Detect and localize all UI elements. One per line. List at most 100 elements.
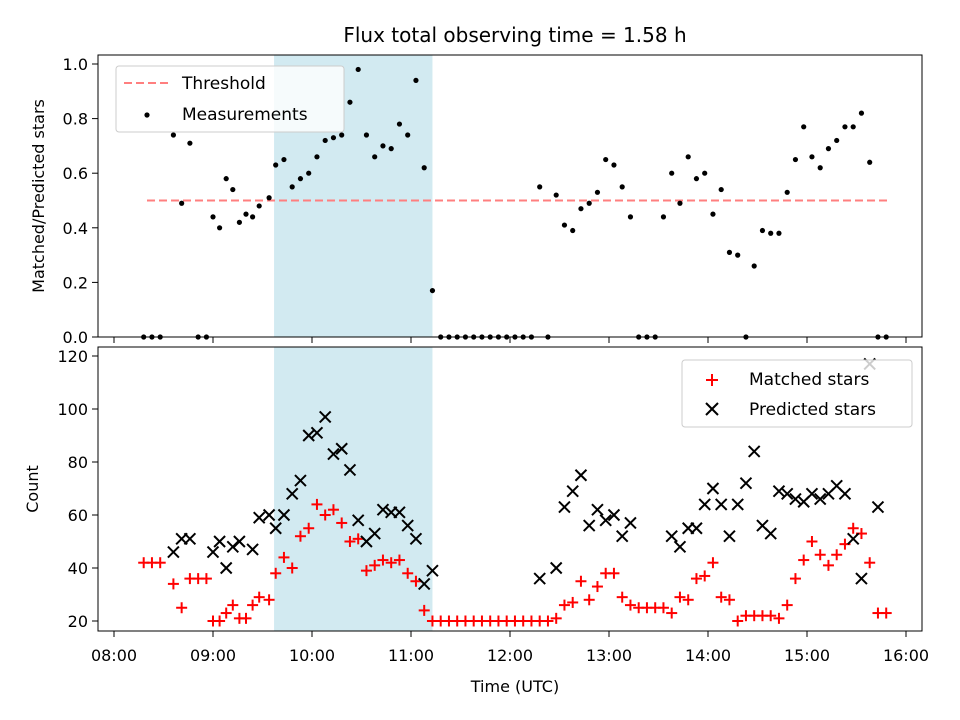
predicted-star-point <box>167 545 180 559</box>
matched-star-point <box>583 594 595 606</box>
measurement-point <box>553 192 559 198</box>
matched-star-point <box>336 517 348 529</box>
measurement-point <box>339 132 345 138</box>
predicted-star-point <box>376 503 390 516</box>
legend-measurements-swatch <box>144 112 150 118</box>
matched-star-point <box>814 549 826 561</box>
top-y-axis-label: Matched/Predicted stars <box>29 99 48 293</box>
bottom-x-tick-label: 13:00 <box>586 646 632 665</box>
top-y-tick-label: 0.8 <box>63 110 88 129</box>
bottom-legend-box <box>681 359 913 428</box>
measurement-point <box>347 99 353 105</box>
top-chart-title: Flux total observing time = 1.58 h <box>343 23 686 47</box>
top-y-tick-label: 1.0 <box>63 55 88 74</box>
measurement-point <box>669 170 675 176</box>
matched-star-point <box>789 573 801 585</box>
matched-star-point <box>385 557 397 569</box>
measurement-point <box>250 214 256 220</box>
matched-star-point <box>303 522 315 534</box>
top-x-axis-ticks <box>113 337 907 343</box>
matched-star-point <box>167 578 179 590</box>
predicted-star-point <box>607 508 621 522</box>
measurement-point <box>388 146 394 152</box>
matched-star-point <box>253 591 265 603</box>
x-axis-label: Time (UTC) <box>470 677 559 696</box>
matched-star-point <box>558 599 570 611</box>
bottom-x-tick-label: 08:00 <box>91 646 137 665</box>
measurement-point <box>289 184 295 190</box>
matched-star-point <box>344 536 356 547</box>
top-legend-box <box>115 65 345 133</box>
measurement-point <box>834 137 840 144</box>
predicted-star-point <box>714 498 728 511</box>
measurement-point <box>768 230 774 236</box>
matched-star-point <box>864 557 876 569</box>
predicted-star-point <box>615 529 629 543</box>
predicted-star-point <box>723 529 736 543</box>
predicted-star-point <box>318 410 332 424</box>
predicted-star-point <box>558 500 571 514</box>
predicted-star-point <box>368 527 381 540</box>
matched-star-point <box>286 562 298 574</box>
matched-star-point <box>624 599 636 611</box>
matched-star-point <box>220 607 232 619</box>
matched-star-point <box>311 498 323 510</box>
predicted-star-point <box>780 487 794 501</box>
bottom-x-tick-label: 14:00 <box>685 646 731 665</box>
measurement-point <box>825 146 832 152</box>
predicted-star-point <box>566 484 579 498</box>
measurement-point <box>372 154 378 160</box>
matched-star-point <box>806 536 818 547</box>
matched-star-point <box>880 607 892 619</box>
predicted-star-point <box>698 498 711 511</box>
top-y-tick-label: 0.0 <box>63 328 88 347</box>
measurement-point <box>850 124 856 130</box>
matched-star-point <box>418 604 430 616</box>
predicted-star-point <box>855 572 868 585</box>
predicted-star-point <box>838 487 852 501</box>
predicted-star-point <box>871 500 885 514</box>
matched-star-point <box>263 594 275 606</box>
measurement-point <box>266 195 272 201</box>
predicted-star-point <box>327 447 340 461</box>
matched-star-point <box>319 509 331 521</box>
measurement-point <box>718 186 724 193</box>
predicted-star-point <box>277 508 291 522</box>
measurement-point <box>421 165 427 171</box>
predicted-star-point <box>739 476 753 490</box>
matched-star-point <box>200 573 212 585</box>
matched-star-point <box>294 530 306 542</box>
measurement-point <box>363 132 370 138</box>
legend-predicted-label: Predicted stars <box>749 400 876 420</box>
measurement-point <box>413 77 419 83</box>
predicted-star-point <box>624 516 637 530</box>
measurement-point <box>243 211 249 217</box>
matched-star-point <box>657 602 669 614</box>
measurement-points <box>141 66 889 340</box>
measurement-point <box>594 189 601 195</box>
matched-star-point <box>410 575 422 587</box>
measurement-point <box>297 176 304 182</box>
predicted-star-point <box>343 463 357 477</box>
measurement-point <box>677 200 683 206</box>
predicted-stars-points <box>167 357 885 591</box>
predicted-star-point <box>351 514 365 527</box>
matched-star-point <box>822 559 834 571</box>
predicted-star-point <box>805 487 819 501</box>
measurement-point <box>355 66 361 73</box>
matched-star-point <box>608 567 620 579</box>
predicted-star-point <box>294 474 307 487</box>
matched-star-point <box>369 559 381 571</box>
measurement-point <box>867 159 873 165</box>
predicted-star-point <box>262 508 276 522</box>
bottom-panel: 20 40 60 80 100 120 08:00 09:00 10:00 11:00 12:00… <box>23 346 929 696</box>
measurement-point <box>710 211 716 217</box>
top-legend: Threshold Measurements <box>115 65 345 133</box>
predicted-star-point <box>549 561 563 575</box>
predicted-star-point <box>335 442 348 455</box>
predicted-star-point <box>764 527 777 540</box>
measurement-point <box>817 165 823 171</box>
predicted-star-point <box>789 492 802 506</box>
matched-star-point <box>674 591 686 603</box>
matched-star-point <box>699 570 711 582</box>
